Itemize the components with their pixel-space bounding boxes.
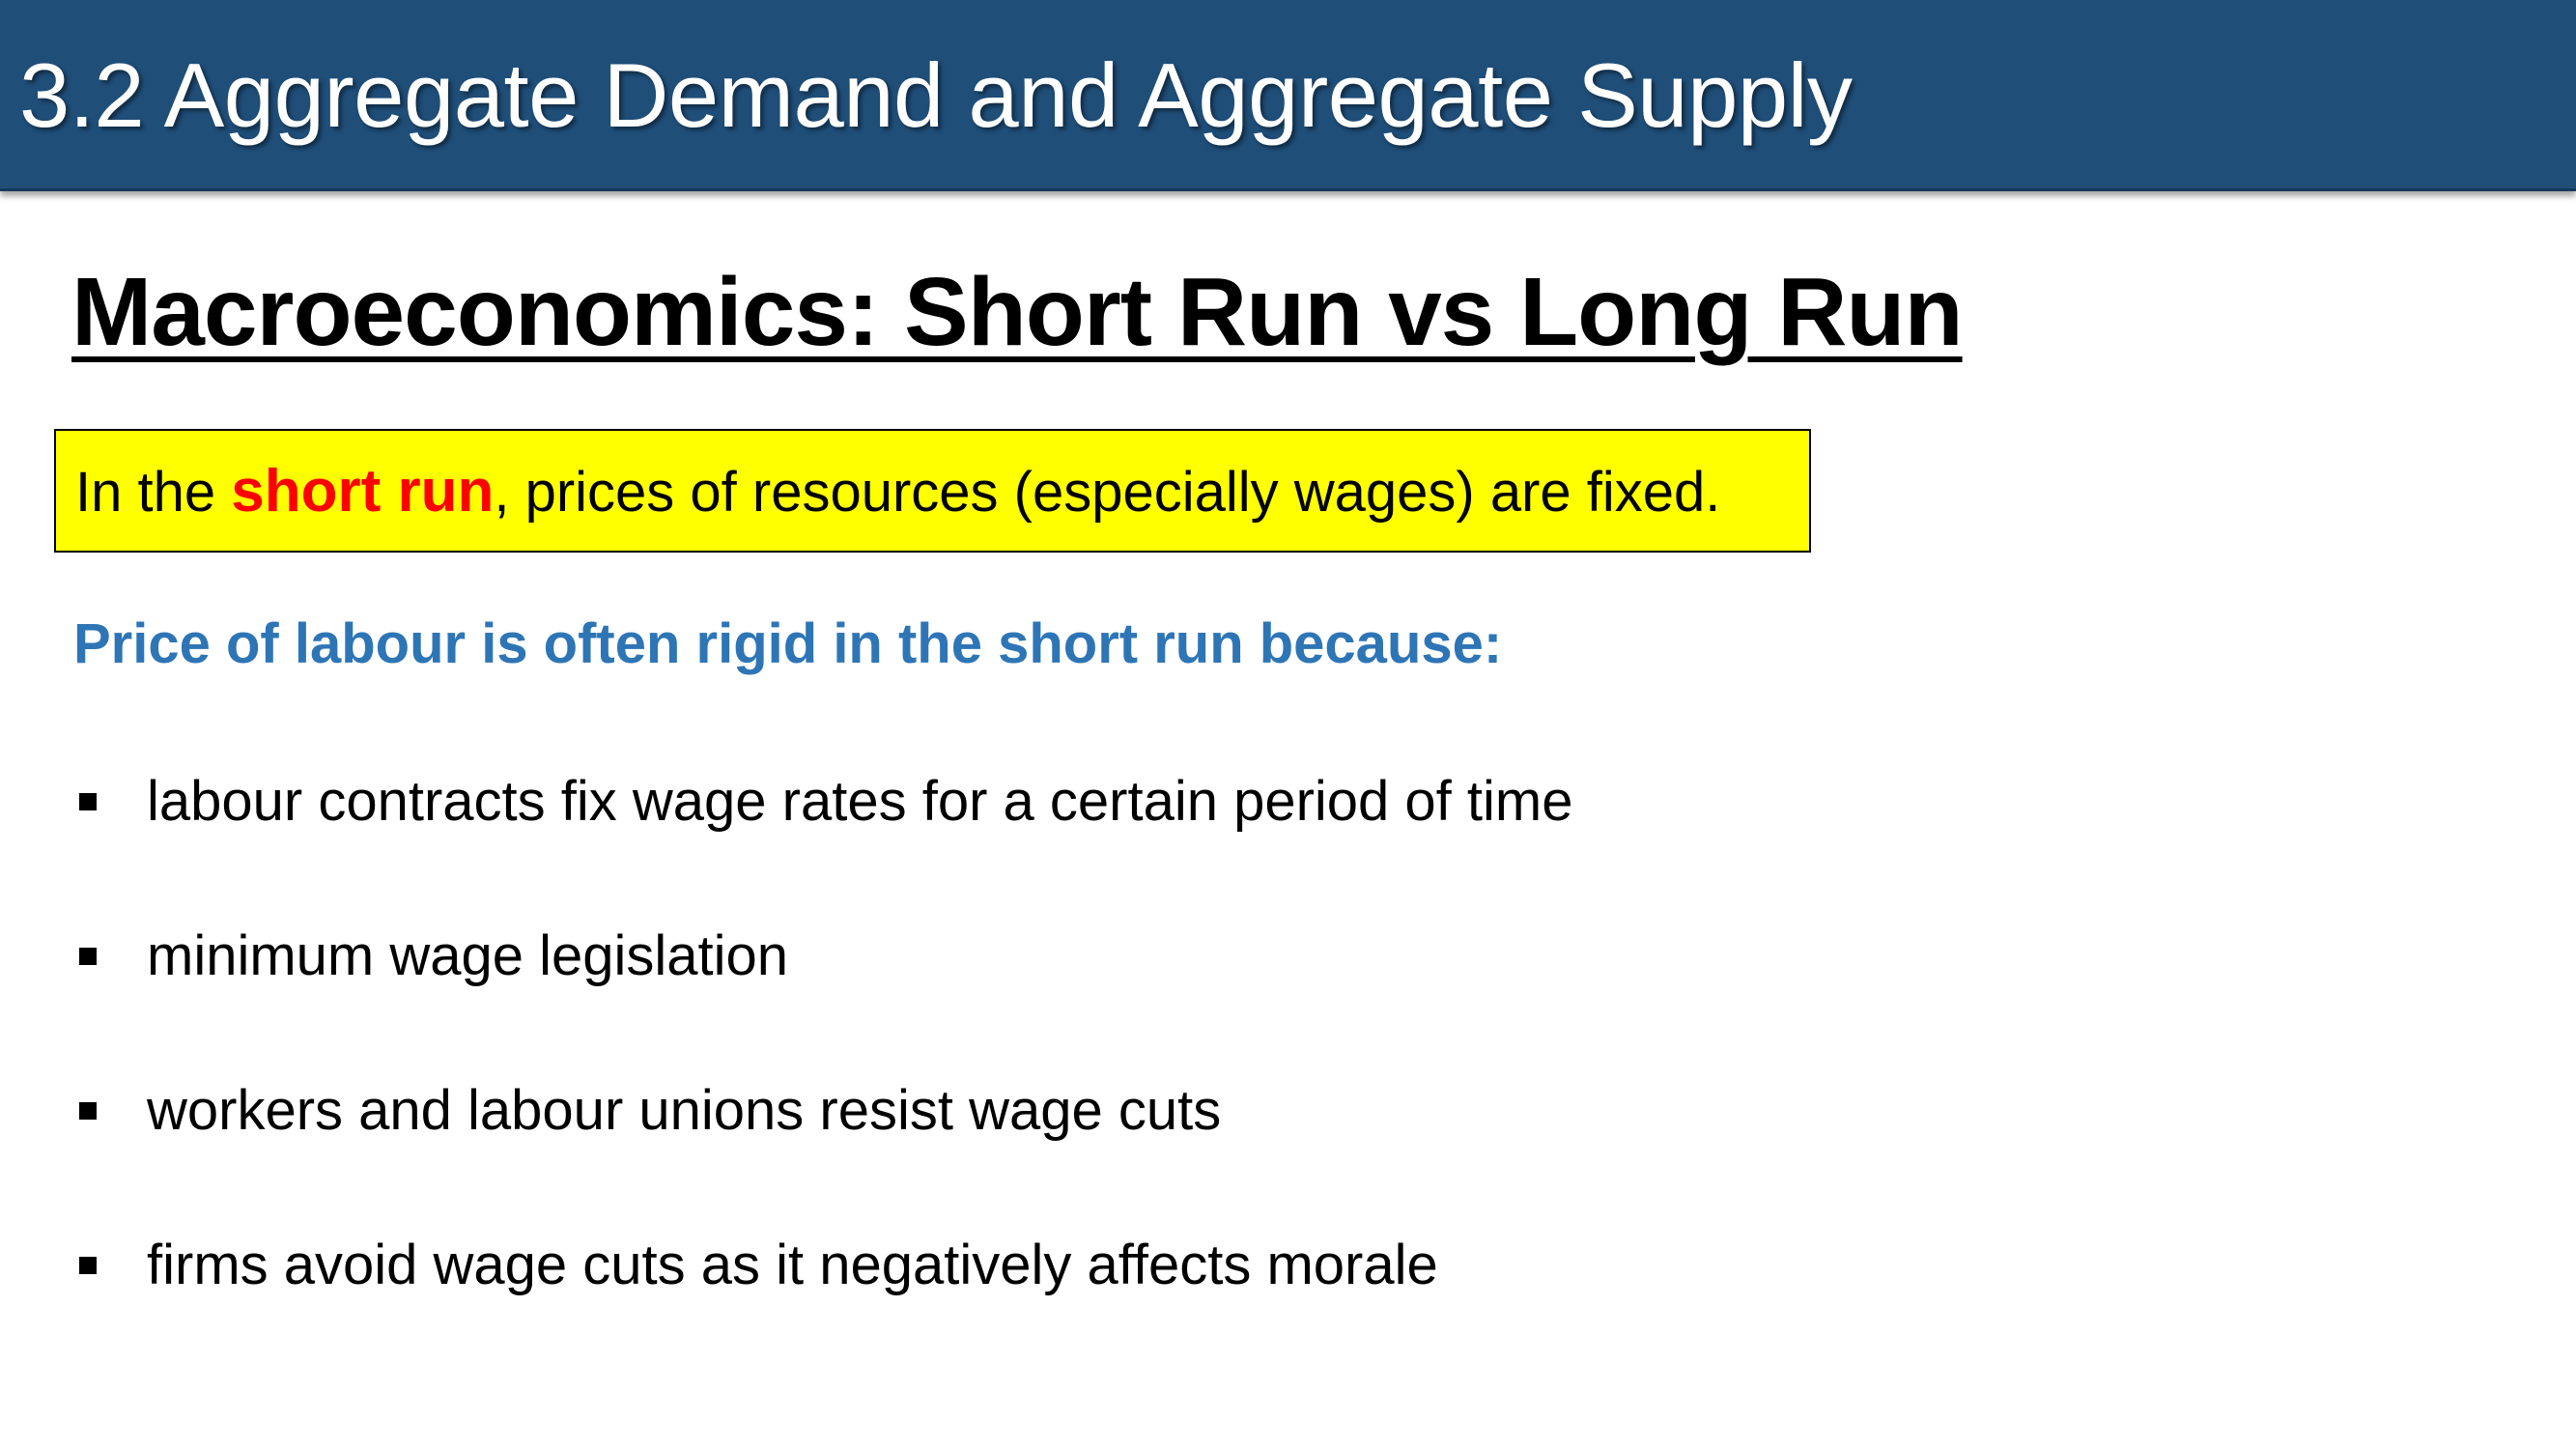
definition-text: In the short run, prices of resources (e…: [75, 458, 1720, 526]
square-bullet-icon: [79, 793, 97, 810]
list-item-text: minimum wage legislation: [147, 924, 789, 987]
square-bullet-icon: [79, 1257, 97, 1274]
main-heading: Macroeconomics: Short Run vs Long Run: [71, 258, 1964, 366]
definition-highlight-box: In the short run, prices of resources (e…: [54, 429, 1811, 553]
definition-prefix: In the: [75, 461, 232, 524]
list-item-text: firms avoid wage cuts as it negatively a…: [147, 1234, 1438, 1296]
list-item-text: labour contracts fix wage rates for a ce…: [147, 770, 1573, 833]
slide-title: 3.2 Aggregate Demand and Aggregate Suppl…: [19, 44, 1853, 146]
reasons-subheading: Price of labour is often rigid in the sh…: [73, 612, 1503, 675]
definition-suffix: , prices of resources (especially wages)…: [494, 461, 1721, 524]
header-bar: 3.2 Aggregate Demand and Aggregate Suppl…: [0, 0, 2576, 191]
square-bullet-icon: [79, 1102, 97, 1120]
square-bullet-icon: [79, 948, 97, 965]
list-item-text: workers and labour unions resist wage cu…: [147, 1079, 1222, 1142]
definition-term: short run: [231, 458, 495, 525]
